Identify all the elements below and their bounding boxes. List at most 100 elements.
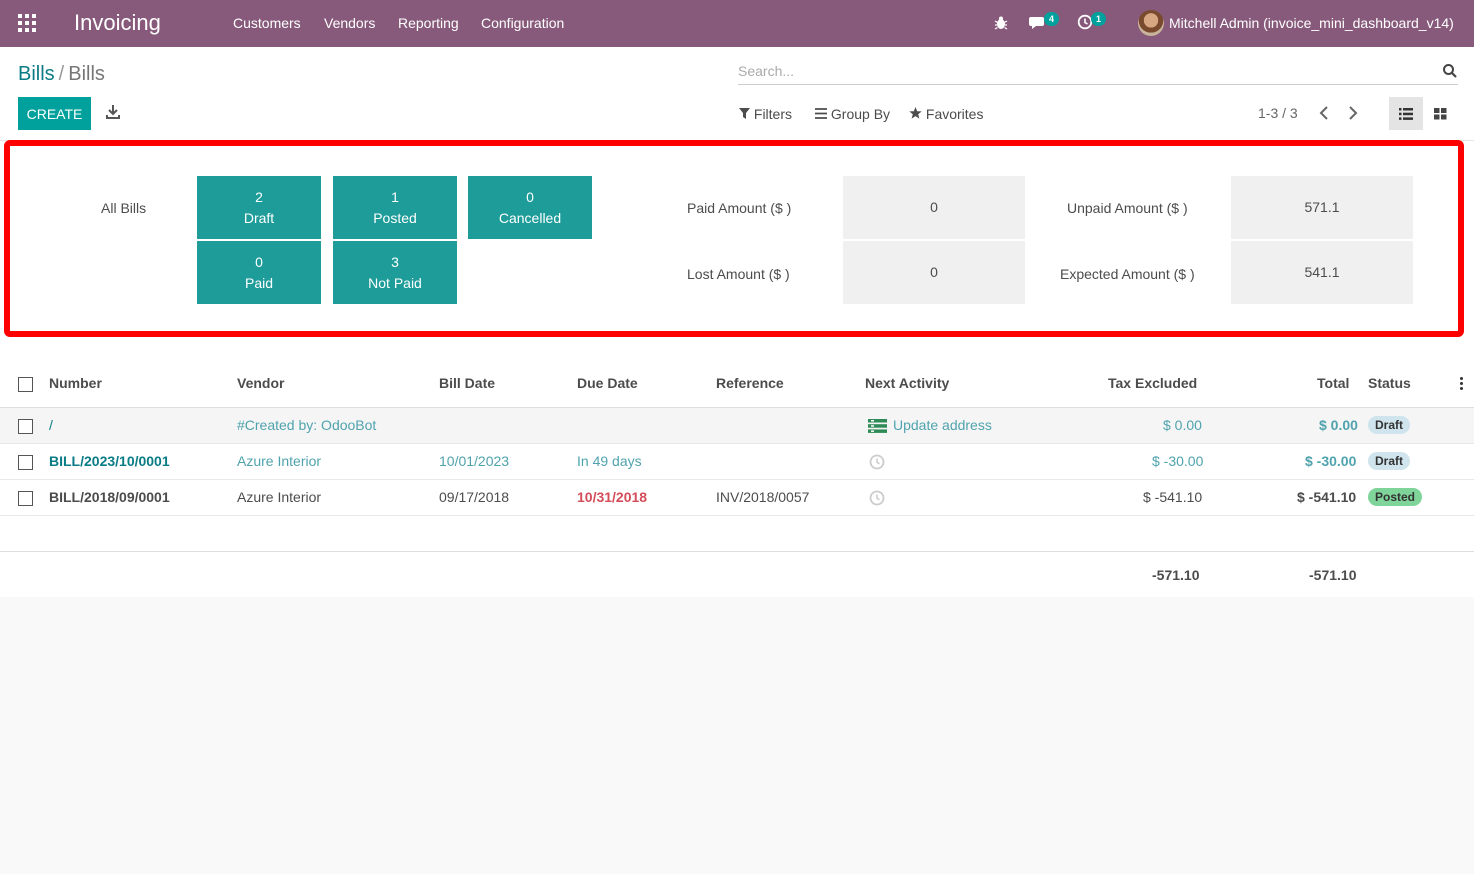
expected-amount-value: 541.1 bbox=[1231, 241, 1413, 304]
app-title: Invoicing bbox=[74, 10, 161, 35]
tile-label: Posted bbox=[373, 210, 417, 226]
search-icon[interactable] bbox=[1442, 63, 1458, 79]
row-due-date: In 49 days bbox=[577, 453, 642, 469]
kanban-view-button[interactable] bbox=[1423, 97, 1457, 130]
expected-amount-label: Expected Amount ($ ) bbox=[1060, 266, 1195, 282]
breadcrumb-parent-link[interactable]: Bills bbox=[18, 63, 55, 85]
status-badge: Draft bbox=[1368, 452, 1411, 470]
row-number[interactable]: BILL/2018/09/0001 bbox=[49, 489, 170, 505]
messages-chat-icon[interactable] bbox=[1029, 15, 1046, 30]
row-vendor[interactable]: Azure Interior bbox=[237, 453, 322, 469]
filters-label: Filters bbox=[753, 106, 793, 122]
column-header-bill-date[interactable]: Bill Date bbox=[439, 375, 496, 391]
tile-label: Paid bbox=[244, 275, 274, 291]
download-icon[interactable] bbox=[104, 103, 122, 121]
menu-reporting[interactable]: Reporting bbox=[398, 15, 459, 31]
list-view-icon bbox=[1399, 107, 1413, 120]
favorites-label: Favorites bbox=[925, 106, 984, 122]
tile-count: 0 bbox=[526, 189, 534, 205]
paid-amount-value: 0 bbox=[843, 176, 1025, 239]
pager-value[interactable]: 1-3 / 3 bbox=[1258, 105, 1298, 121]
table-row[interactable]: BILL/2023/10/0001 Azure Interior 10/01/2… bbox=[0, 444, 1474, 480]
column-header-vendor[interactable]: Vendor bbox=[237, 375, 285, 391]
select-all-checkbox[interactable] bbox=[18, 377, 33, 392]
tile-count: 3 bbox=[391, 254, 399, 270]
user-menu[interactable]: Mitchell Admin (invoice_mini_dashboard_v… bbox=[1169, 15, 1454, 31]
menu-customers[interactable]: Customers bbox=[233, 15, 301, 31]
column-header-total[interactable]: Total bbox=[1317, 375, 1350, 391]
favorites-button[interactable]: Favorites bbox=[909, 106, 983, 122]
group-by-bars-icon bbox=[815, 108, 827, 119]
total-tax-excluded: -571.10 bbox=[1152, 567, 1200, 583]
list-view-button[interactable] bbox=[1389, 97, 1423, 130]
empty-content-area bbox=[0, 597, 1474, 874]
status-badge: Draft bbox=[1368, 416, 1411, 434]
table-header: Number Vendor Bill Date Due Date Referen… bbox=[0, 364, 1474, 408]
column-header-status[interactable]: Status bbox=[1368, 375, 1411, 391]
table-footer-totals: -571.10 -571.10 bbox=[0, 551, 1474, 597]
pager-previous-icon[interactable] bbox=[1318, 106, 1330, 120]
status-badge: Posted bbox=[1368, 488, 1423, 506]
row-tax-excluded: $ 0.00 bbox=[1163, 417, 1202, 433]
row-number[interactable]: / bbox=[49, 417, 53, 433]
filter-funnel-icon bbox=[739, 108, 750, 119]
column-header-next-activity[interactable]: Next Activity bbox=[865, 375, 950, 391]
row-checkbox[interactable] bbox=[18, 455, 33, 470]
row-vendor[interactable]: Azure Interior bbox=[237, 489, 322, 505]
row-tax-excluded: $ -30.00 bbox=[1152, 453, 1204, 469]
user-avatar[interactable] bbox=[1138, 10, 1164, 36]
debug-bug-icon[interactable] bbox=[994, 15, 1008, 31]
all-bills-label[interactable]: All Bills bbox=[101, 200, 147, 216]
row-total: $ -30.00 bbox=[1305, 453, 1357, 469]
table-row[interactable]: BILL/2018/09/0001 Azure Interior 09/17/2… bbox=[0, 480, 1474, 516]
unpaid-amount-value: 571.1 bbox=[1231, 176, 1413, 239]
menu-vendors[interactable]: Vendors bbox=[324, 15, 376, 31]
group-by-button[interactable]: Group By bbox=[815, 106, 890, 122]
tile-count: 2 bbox=[255, 189, 263, 205]
unpaid-amount-label: Unpaid Amount ($ ) bbox=[1067, 200, 1188, 216]
tile-count: 1 bbox=[391, 189, 399, 205]
activity-todo-icon[interactable] bbox=[868, 419, 887, 433]
filters-button[interactable]: Filters bbox=[739, 106, 792, 122]
row-number[interactable]: BILL/2023/10/0001 bbox=[49, 453, 170, 469]
activity-clock-icon[interactable] bbox=[869, 454, 885, 470]
tile-cancelled[interactable]: 0 Cancelled bbox=[468, 176, 592, 239]
row-reference: INV/2018/0057 bbox=[716, 489, 810, 505]
create-button[interactable]: CREATE bbox=[18, 97, 91, 130]
group-by-label: Group By bbox=[830, 106, 891, 122]
tile-paid[interactable]: 0 Paid bbox=[197, 241, 321, 304]
activity-clock-icon[interactable] bbox=[869, 490, 885, 506]
menu-configuration[interactable]: Configuration bbox=[481, 15, 565, 31]
row-vendor[interactable]: #Created by: OdooBot bbox=[237, 417, 377, 433]
kanban-view-icon bbox=[1433, 107, 1446, 119]
column-header-reference[interactable]: Reference bbox=[716, 375, 784, 391]
breadcrumb: Bills / Bills bbox=[18, 63, 105, 86]
total-amount: -571.10 bbox=[1309, 567, 1357, 583]
tile-posted[interactable]: 1 Posted bbox=[333, 176, 457, 239]
breadcrumb-separator: / bbox=[58, 63, 65, 85]
tile-draft[interactable]: 2 Draft bbox=[197, 176, 321, 239]
row-checkbox[interactable] bbox=[18, 491, 33, 506]
tile-label: Cancelled bbox=[498, 210, 562, 226]
row-checkbox[interactable] bbox=[18, 419, 33, 434]
tile-count: 0 bbox=[255, 254, 263, 270]
optional-columns-icon[interactable] bbox=[1460, 377, 1464, 392]
apps-menu-icon[interactable] bbox=[18, 14, 38, 32]
favorites-star-icon bbox=[909, 107, 922, 119]
row-total: $ 0.00 bbox=[1319, 417, 1358, 433]
breadcrumb-current: Bills bbox=[68, 63, 105, 85]
pager-next-icon[interactable] bbox=[1347, 106, 1359, 120]
tile-not-paid[interactable]: 3 Not Paid bbox=[333, 241, 457, 304]
search-bar bbox=[738, 59, 1458, 85]
search-input[interactable] bbox=[738, 59, 1428, 83]
tile-label: Draft bbox=[243, 210, 275, 226]
table-row[interactable]: / #Created by: OdooBot Update address $ … bbox=[0, 408, 1474, 444]
column-header-due-date[interactable]: Due Date bbox=[577, 375, 638, 391]
row-next-activity[interactable]: Update address bbox=[893, 417, 992, 433]
row-bill-date: 09/17/2018 bbox=[439, 489, 510, 505]
activities-count-badge: 1 bbox=[1091, 12, 1107, 26]
row-tax-excluded: $ -541.10 bbox=[1143, 489, 1203, 505]
row-bill-date: 10/01/2023 bbox=[439, 453, 510, 469]
column-header-number[interactable]: Number bbox=[49, 375, 102, 391]
column-header-tax-excluded[interactable]: Tax Excluded bbox=[1108, 375, 1198, 391]
